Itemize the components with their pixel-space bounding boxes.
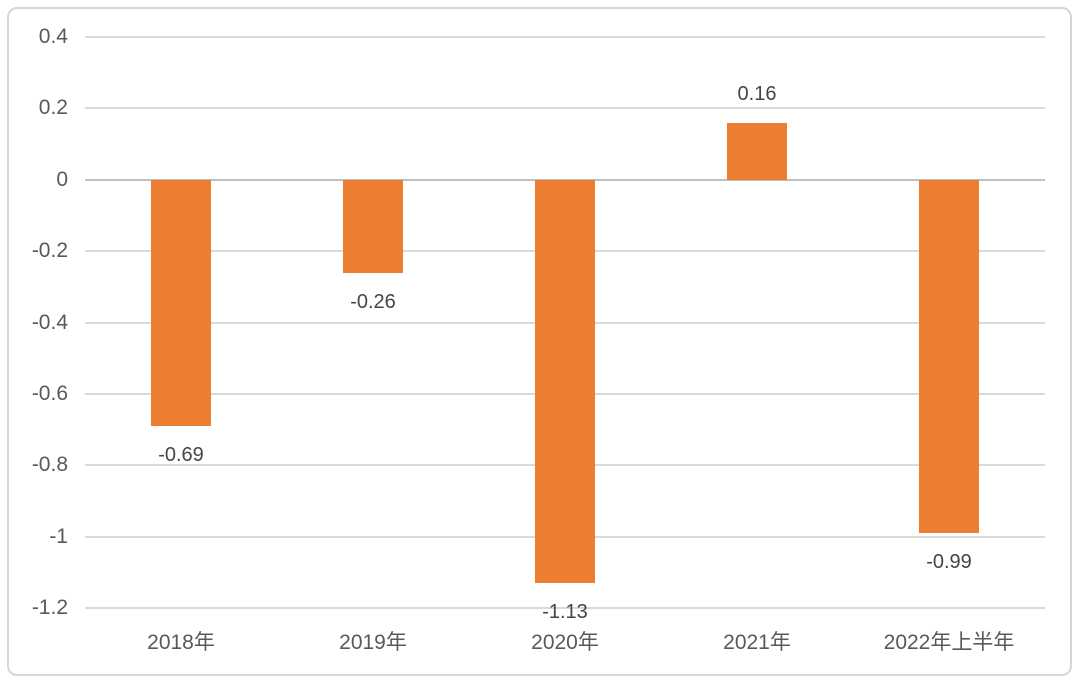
bar-2022年上半年 xyxy=(919,179,979,534)
x-axis-tick-label: 2019年 xyxy=(339,631,407,654)
bar-2019年 xyxy=(343,179,403,273)
gridline xyxy=(85,607,1045,609)
x-axis-tick-label: 2022年上半年 xyxy=(883,631,1015,654)
y-axis-tick-label: -0.2 xyxy=(31,239,68,263)
y-axis-tick-label: 0.4 xyxy=(38,25,68,48)
x-axis-tick-label: 2020年 xyxy=(531,631,599,654)
bar-value-label: -0.26 xyxy=(350,290,396,313)
y-axis-tick-label: 0 xyxy=(56,167,68,191)
gridline xyxy=(85,107,1045,110)
y-axis-tick-label: 0.2 xyxy=(38,96,68,120)
bar-2018年 xyxy=(151,179,211,426)
y-axis-tick-label: -0.4 xyxy=(31,310,68,334)
bar-value-label: -1.13 xyxy=(542,601,588,624)
bar-value-label: -0.99 xyxy=(926,551,972,574)
y-axis-tick-label: -0.6 xyxy=(31,381,68,405)
y-axis-tick-label: -1.2 xyxy=(31,596,68,619)
y-axis-tick-label: -1 xyxy=(49,524,68,548)
x-axis-tick-label: 2021年 xyxy=(723,631,791,654)
gridline xyxy=(85,36,1045,38)
y-axis-tick-label: -0.8 xyxy=(31,453,68,477)
bar-2021年 xyxy=(727,122,787,180)
bar-2020年 xyxy=(535,179,595,584)
x-axis-tick-label: 2018年 xyxy=(147,631,215,654)
bar-value-label: -0.69 xyxy=(158,443,204,466)
bar-value-label: 0.16 xyxy=(737,82,777,105)
